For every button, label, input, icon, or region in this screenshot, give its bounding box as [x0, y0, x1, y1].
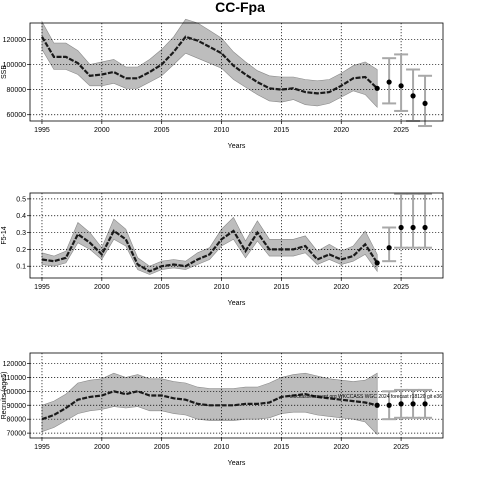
recruits-y-tick-label: 120000 — [3, 361, 26, 368]
ssb-x-tick-label: 2015 — [274, 127, 290, 134]
recruits-y-tick-label: 100000 — [3, 389, 26, 396]
figure-title: CC-Fpa — [215, 0, 265, 15]
ssb-x-tick-label: 2025 — [393, 127, 409, 134]
ssb-panel: 1995 2000 2005 2010 2015 2020 2025 60000 80000 10… — [1, 18, 444, 150]
recruits-x-tick-label: 2015 — [274, 444, 290, 451]
recruits-x-tick-label: 2010 — [214, 444, 230, 451]
recruits-x-tick-label: 2020 — [333, 444, 349, 451]
ssb-x-tick-label: 2020 — [333, 127, 349, 134]
recruits-x-axis-label: Years — [228, 460, 246, 467]
fbar-x-tick-label: 1995 — [34, 284, 50, 291]
ssb-forecast-point — [386, 79, 392, 85]
fbar-y-axis-label: F5-14 — [1, 226, 8, 244]
recruits-forecast-point — [398, 401, 404, 407]
recruits-estimate-line — [41, 390, 378, 421]
ssb-x-axis-label: Years — [228, 143, 246, 150]
fbar-plot-frame — [29, 192, 444, 279]
recruits-y-tick-label: 110000 — [3, 375, 26, 382]
recruits-x-tick-label: 2000 — [94, 444, 110, 451]
ssb-y-tick-label: 100000 — [3, 62, 26, 69]
recruits-forecast-point — [410, 401, 416, 407]
recruits-panel: 1995 2000 2005 2010 2015 2020 2025 70000 80000 90… — [1, 352, 444, 467]
recruits-x-tick-label: 1995 — [34, 444, 50, 451]
fbar-forecast-point — [386, 245, 392, 251]
ssb-x-tick-label: 2005 — [154, 127, 170, 134]
ssb-x-tick-label: 2010 — [214, 127, 230, 134]
fbar-x-tick-label: 2005 — [154, 284, 170, 291]
ssb-forecast-point — [410, 93, 416, 99]
fbar-x-tick-label: 2000 — [94, 284, 110, 291]
ssb-y-tick-label: 80000 — [7, 87, 27, 94]
recruits-y-tick-label: 80000 — [7, 417, 27, 424]
fbar-last-year-point — [374, 260, 380, 266]
ssb-plot-frame — [29, 22, 444, 122]
fbar-y-tick-label: 0.4 — [16, 213, 26, 220]
recruits-y-tick-label: 90000 — [7, 403, 27, 410]
ssb-x-tick-label: 1995 — [34, 127, 50, 134]
recruits-x-tick-label: 2005 — [154, 444, 170, 451]
recruits-forecast-point — [422, 401, 428, 407]
recruits-source-annotation: stockassessment.org WKCCASS WGC 2024 for… — [290, 394, 443, 400]
fbar-y-tick-label: 0.5 — [16, 196, 26, 203]
fbar-x-tick-label: 2025 — [393, 284, 409, 291]
recruits-last-year-point — [374, 402, 380, 408]
recruits-forecast-point — [386, 402, 392, 408]
fbar-confidence-band — [41, 216, 378, 275]
ssb-x-tick-label: 2000 — [94, 127, 110, 134]
recruits-x-tick-label: 2025 — [393, 444, 409, 451]
fbar-forecast-point — [422, 224, 428, 231]
ssb-y-tick-label: 120000 — [3, 37, 26, 44]
fbar-y-tick-label: 0.1 — [16, 264, 26, 271]
ssb-confidence-band — [41, 18, 378, 108]
fbar-x-tick-label: 2010 — [214, 284, 230, 291]
ssb-y-axis-label: SSB — [1, 65, 8, 79]
recruits-y-axis-label: Recruits (age5) — [1, 372, 8, 420]
recruits-plot-frame — [29, 352, 444, 439]
ssb-forecast-point — [422, 100, 428, 107]
recruits-confidence-band — [41, 372, 378, 436]
ssb-forecast-point — [398, 83, 404, 89]
fbar-forecast-point — [410, 224, 416, 231]
ssb-estimate-line — [41, 35, 378, 95]
fbar-y-tick-label: 0.2 — [16, 247, 26, 254]
ssb-last-year-point — [374, 85, 380, 91]
fbar-forecast-point — [398, 224, 404, 231]
fbar-y-tick-label: 0.3 — [16, 230, 26, 237]
recruits-y-tick-label: 70000 — [7, 431, 27, 438]
fbar-x-tick-label: 2020 — [333, 284, 349, 291]
fbar-estimate-line — [41, 229, 379, 273]
ssb-y-tick-label: 60000 — [7, 112, 27, 119]
fbar-panel: 1995 2000 2005 2010 2015 2020 2025 0.1 0.2 0.3 0.4… — [1, 192, 444, 307]
fbar-x-tick-label: 2015 — [274, 284, 290, 291]
fbar-x-axis-label: Years — [228, 300, 246, 307]
